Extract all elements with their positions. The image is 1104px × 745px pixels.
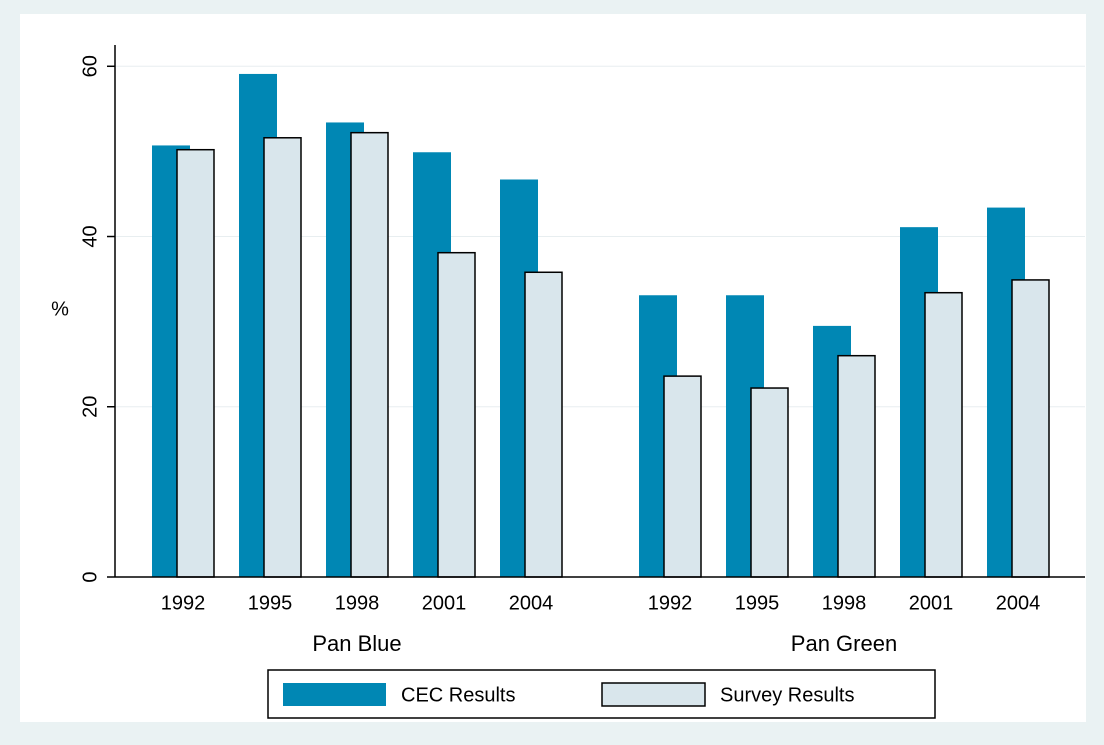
x-tick-label: 1998: [822, 592, 867, 614]
y-tick-label: 40: [79, 225, 101, 247]
x-tick-label: 1995: [735, 592, 780, 614]
bar: [837, 354, 876, 578]
bar: [263, 137, 302, 578]
legend-label: Survey Results: [720, 684, 855, 706]
x-tick-label: 2001: [422, 592, 467, 614]
y-tick-label: 20: [79, 396, 101, 418]
legend-label: CEC Results: [401, 684, 515, 706]
x-tick-label: 2004: [996, 592, 1041, 614]
bar: [663, 375, 702, 578]
legend-swatch: [601, 682, 706, 707]
bar: [437, 251, 476, 578]
bar: [350, 131, 389, 578]
x-tick-label: 1992: [648, 592, 693, 614]
y-axis-label: %: [51, 298, 69, 320]
group-label: Pan Blue: [312, 631, 401, 656]
y-tick-label: 0: [79, 571, 101, 582]
bar: [750, 387, 789, 578]
y-tick-label: 60: [79, 55, 101, 77]
x-tick-label: 1995: [248, 592, 293, 614]
x-tick-label: 1998: [335, 592, 380, 614]
bar: [524, 271, 563, 578]
bar: [1011, 279, 1050, 578]
x-tick-label: 2004: [509, 592, 554, 614]
group-label: Pan Green: [791, 631, 897, 656]
bar: [176, 148, 215, 578]
x-tick-label: 1992: [161, 592, 206, 614]
x-tick-label: 2001: [909, 592, 954, 614]
bar: [924, 291, 963, 578]
legend-swatch: [283, 683, 386, 706]
